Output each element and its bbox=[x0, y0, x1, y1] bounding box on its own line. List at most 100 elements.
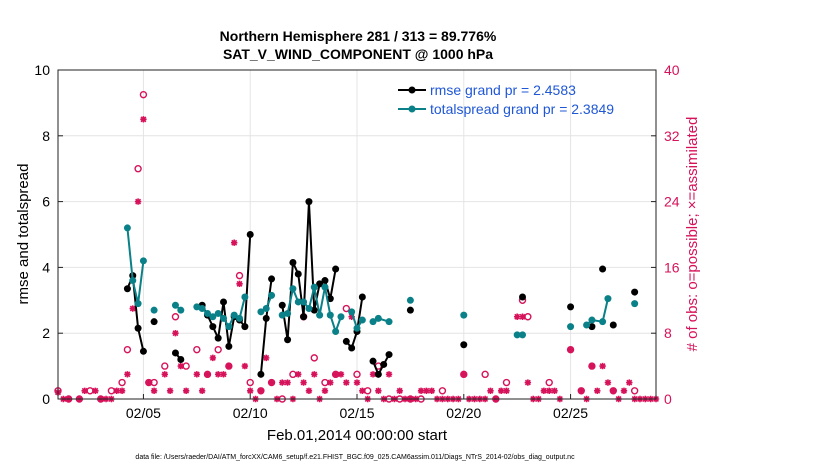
y-right-tick-label: 8 bbox=[664, 325, 672, 341]
rmse-point bbox=[214, 334, 222, 342]
rmse-point bbox=[246, 231, 254, 238]
totalspread-point bbox=[460, 311, 468, 319]
obs-possible-point bbox=[118, 378, 126, 387]
legend: rmse grand pr = 2.4583 totalspread grand… bbox=[398, 82, 614, 117]
totalspread-point bbox=[519, 331, 527, 339]
rmse-point bbox=[310, 306, 318, 314]
rmse-point bbox=[567, 303, 575, 311]
rmse-point bbox=[369, 357, 377, 365]
totalspread-point bbox=[374, 314, 382, 322]
totalspread-point bbox=[631, 300, 639, 308]
y-left-tick-label: 2 bbox=[42, 325, 50, 341]
obs-assimilated-point bbox=[230, 239, 238, 246]
totalspread-point bbox=[294, 298, 302, 306]
obs-assimilated-point bbox=[134, 198, 142, 205]
rmse-line bbox=[281, 201, 337, 340]
rmse-point bbox=[220, 298, 228, 306]
rmse-point bbox=[631, 288, 639, 296]
rmse-point bbox=[321, 277, 329, 285]
rmse-point bbox=[289, 258, 297, 266]
chart-title: Northern Hemisphere 281 / 313 = 89.776% bbox=[220, 28, 497, 44]
obs-assimilated-point bbox=[375, 387, 382, 394]
obs-assimilated-point bbox=[209, 354, 217, 362]
obs-assimilated-point bbox=[129, 305, 136, 312]
rmse-point bbox=[374, 370, 382, 378]
obs-assimilated-point bbox=[321, 387, 329, 394]
rmse-line bbox=[372, 354, 390, 377]
obs-assimilated-point bbox=[594, 387, 601, 394]
x-tick-label: 02/25 bbox=[553, 405, 588, 421]
y-left-tick-label: 0 bbox=[42, 391, 50, 407]
rmse-point bbox=[588, 323, 596, 331]
rmse-point bbox=[305, 198, 313, 206]
obs-assimilated-point bbox=[257, 387, 265, 394]
obs-assimilated-point bbox=[428, 387, 435, 394]
totalspread-point bbox=[236, 314, 244, 322]
totalspread-line bbox=[126, 227, 145, 304]
obs-assimilated-point bbox=[193, 371, 201, 378]
totalspread-point bbox=[177, 306, 185, 314]
obs-assimilated-point bbox=[599, 362, 606, 370]
obs-assimilated-point bbox=[124, 371, 131, 378]
totalspread-point bbox=[230, 311, 238, 319]
obs-assimilated-point bbox=[551, 387, 558, 394]
obs-assimilated-point bbox=[172, 330, 179, 337]
y-right-tick-label: 24 bbox=[664, 194, 680, 210]
obs-assimilated-point bbox=[369, 371, 377, 378]
obs-assimilated-point bbox=[140, 116, 147, 123]
y-axis-right-ticks: 0 8 16 24 32 40 bbox=[651, 62, 680, 407]
rmse-point bbox=[209, 323, 217, 331]
rmse-point bbox=[316, 280, 324, 288]
y-left-tick-label: 6 bbox=[42, 194, 50, 210]
legend-rmse-label: rmse grand pr = 2.4583 bbox=[430, 82, 576, 98]
obs-assimilated-point bbox=[396, 387, 403, 394]
totalspread-point bbox=[150, 306, 158, 314]
totalspread-point bbox=[134, 300, 142, 308]
obs-assimilated-point bbox=[487, 387, 494, 394]
totalspread-point bbox=[604, 295, 612, 303]
obs-possible-point bbox=[193, 345, 201, 354]
obs-possible-point bbox=[123, 345, 132, 354]
rmse-point bbox=[348, 344, 356, 352]
totalspread-point bbox=[326, 311, 334, 319]
obs-assimilated-point bbox=[385, 371, 393, 378]
totalspread-point bbox=[284, 309, 292, 317]
obs-possible-point bbox=[246, 378, 254, 387]
y-right-tick-label: 40 bbox=[664, 62, 680, 78]
y-axis-left-ticks: 0 2 4 6 8 10 bbox=[34, 62, 63, 407]
legend-rmse-marker bbox=[408, 86, 416, 94]
totalspread-point bbox=[385, 318, 393, 326]
rmse-point bbox=[225, 342, 233, 350]
rmse-point bbox=[519, 293, 527, 301]
obs-assimilated-point bbox=[513, 313, 521, 320]
obs-assimilated-point bbox=[524, 379, 532, 386]
obs-assimilated-point bbox=[546, 387, 553, 394]
obs-assimilated-point bbox=[182, 387, 190, 394]
obs-possible-point bbox=[363, 387, 372, 395]
totalspread-point bbox=[567, 323, 575, 331]
obs-possible-point bbox=[310, 354, 318, 362]
rmse-point bbox=[358, 293, 366, 301]
totalspread-point bbox=[225, 323, 233, 331]
obs-possible-point bbox=[321, 378, 329, 387]
totalspread-point bbox=[139, 257, 147, 265]
obs-assimilated-point bbox=[225, 362, 233, 370]
totalspread-point bbox=[123, 224, 131, 232]
y-left-tick-label: 4 bbox=[42, 259, 50, 275]
obs-possible-point bbox=[481, 370, 489, 379]
totalspread-point bbox=[241, 293, 249, 301]
rmse-point bbox=[268, 275, 276, 283]
y-left-tick-label: 8 bbox=[42, 128, 50, 144]
rmse-point bbox=[262, 314, 270, 322]
obs-assimilated-point bbox=[92, 387, 99, 394]
totalspread-point bbox=[198, 305, 206, 313]
obs-assimilated-point bbox=[359, 387, 366, 394]
y-right-tick-label: 0 bbox=[664, 391, 672, 407]
obs-possible-point bbox=[524, 313, 532, 321]
obs-assimilated-point bbox=[177, 362, 185, 370]
rmse-point bbox=[241, 323, 249, 331]
obs-assimilated-point bbox=[214, 371, 222, 378]
obs-assimilated-point bbox=[81, 387, 88, 394]
rmse-point bbox=[300, 313, 308, 321]
